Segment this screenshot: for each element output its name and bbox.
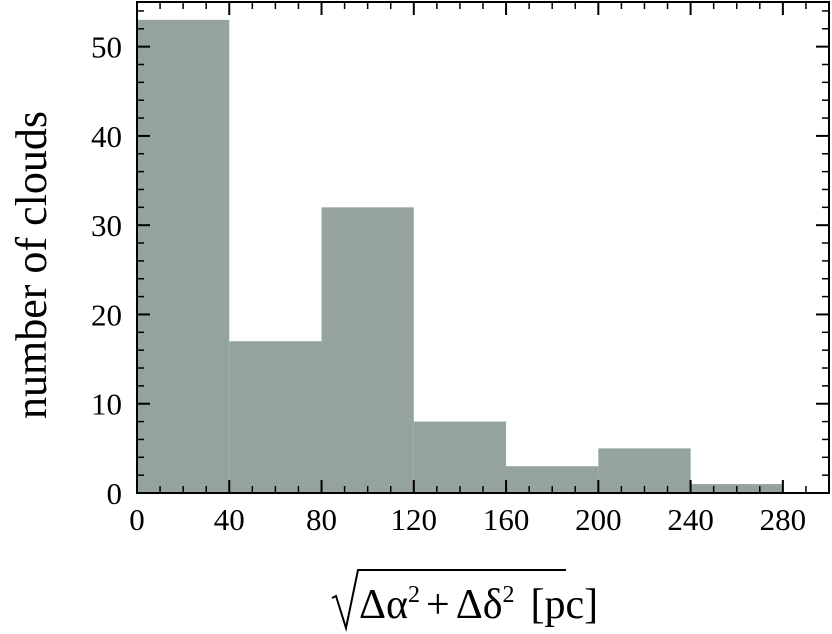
x-label-alpha-term: Δα <box>359 582 408 628</box>
x-tick-labels: 0 40 80 120 160 200 240 280 <box>129 502 806 537</box>
y-tick-label: 0 <box>107 476 123 511</box>
x-tick-label: 160 <box>483 502 530 537</box>
sqrt-sign <box>331 569 566 632</box>
y-tick-label: 30 <box>91 208 122 243</box>
histogram-bar <box>413 421 507 493</box>
x-tick-label: 280 <box>760 502 807 537</box>
histogram-bar <box>137 19 230 493</box>
y-tick-label: 50 <box>91 30 122 65</box>
x-label-delta-term: Δδ <box>456 582 503 628</box>
y-axis-label: number of clouds <box>7 111 56 419</box>
x-label-unit: [pc] <box>531 582 599 628</box>
bars-group <box>137 19 783 493</box>
x-tick-label: 0 <box>129 502 145 537</box>
y-tick-label: 40 <box>91 119 122 154</box>
x-axis-label: Δα2 + Δδ2 [pc] <box>331 569 598 632</box>
histogram-bar <box>229 341 322 493</box>
histogram-bar <box>321 207 414 493</box>
x-label-exponent: 2 <box>503 582 515 608</box>
y-tick-labels: 0 10 20 30 40 50 <box>91 30 122 511</box>
x-tick-label: 40 <box>214 502 245 537</box>
y-tick-label: 20 <box>91 297 122 332</box>
histogram-bar <box>598 448 691 493</box>
x-tick-label: 200 <box>575 502 622 537</box>
y-tick-label: 10 <box>91 387 122 422</box>
x-label-exponent: 2 <box>408 582 420 608</box>
x-axis-label-text: Δα2 + Δδ2 [pc] <box>359 582 598 628</box>
x-tick-label: 120 <box>391 502 438 537</box>
x-tick-label: 240 <box>667 502 714 537</box>
ticks-group <box>136 2 830 494</box>
x-tick-label: 80 <box>306 502 337 537</box>
x-label-plus: + <box>426 582 450 628</box>
